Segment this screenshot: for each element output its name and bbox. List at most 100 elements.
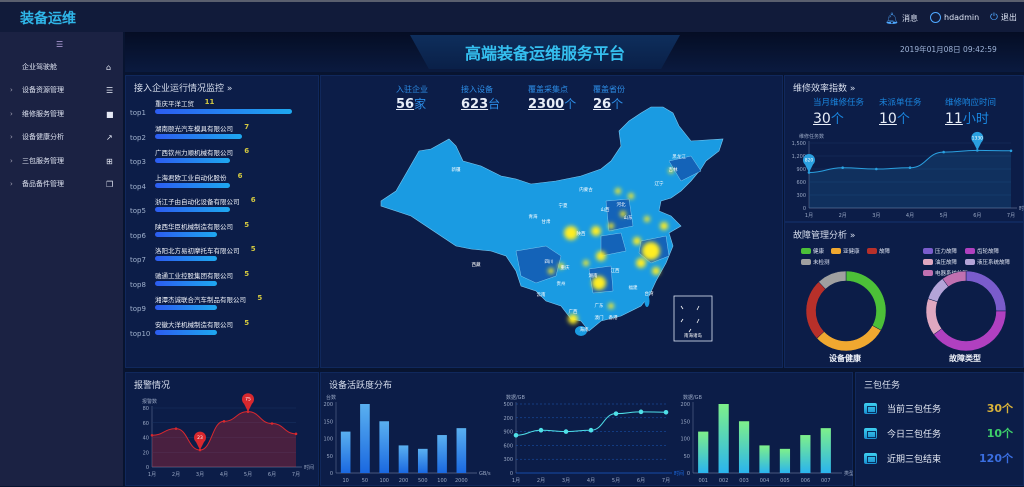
x-tick-label: 200 bbox=[399, 478, 409, 484]
map-region-label: 内蒙古 bbox=[579, 186, 593, 193]
x-tick-label: 3月 bbox=[196, 472, 204, 478]
sidebar-item[interactable]: › 设备资源管理 ☰ bbox=[0, 80, 123, 100]
map-region-label: 四川 bbox=[545, 259, 554, 265]
sidebar-item[interactable]: › 设备健康分析 ↗ bbox=[0, 127, 123, 147]
sidebar-item[interactable]: › 备品备件管理 ❐ bbox=[0, 174, 123, 194]
legend-item[interactable]: 齿轮故障 bbox=[965, 247, 999, 255]
x-tick-label: 005 bbox=[780, 478, 790, 484]
data-point bbox=[270, 422, 274, 425]
legend-item[interactable]: 压力故障 bbox=[923, 247, 957, 255]
repair-title[interactable]: 维修效率指数 » bbox=[793, 84, 856, 94]
username: hdadmin bbox=[944, 13, 980, 22]
legend-item[interactable]: 健康 bbox=[801, 247, 824, 255]
x-tick-label: 1月 bbox=[512, 478, 520, 484]
legend-item[interactable]: 亚健康 bbox=[831, 247, 860, 255]
stat-item: 覆盖省份 26个 bbox=[593, 84, 625, 112]
y-tick-label: 900 bbox=[796, 167, 806, 173]
warranty-item[interactable]: 今日三包任务 10个 bbox=[864, 426, 1024, 440]
x-tick-label: 001 bbox=[698, 478, 708, 484]
warranty-item[interactable]: 近期三包结束 120个 bbox=[864, 451, 1024, 465]
chevron-right-icon: › bbox=[10, 86, 13, 94]
ranking-bar bbox=[155, 109, 292, 114]
x-tick-label: 2月 bbox=[839, 213, 847, 219]
datetime: 2019年01月08日 09:42:59 bbox=[900, 45, 997, 54]
grid-icon: ⊞ bbox=[106, 156, 113, 166]
company-name: 广西钦州力顺机械有限公司 bbox=[155, 149, 233, 157]
map-hotspot bbox=[644, 216, 650, 222]
messages-button[interactable]: 🔔︎ 消息 bbox=[885, 12, 918, 25]
south-sea-island bbox=[688, 328, 692, 333]
data-point bbox=[638, 409, 644, 415]
repair-stat-value: 10 bbox=[879, 111, 897, 127]
rank-label: top2 bbox=[130, 133, 146, 142]
map-province bbox=[605, 198, 634, 232]
fault-panel: 故障管理分析 » 健康亚健康故障未检测压力故障齿轮故障油压故障液压系统故障电器系… bbox=[784, 222, 1024, 368]
map-region-label: 香港 bbox=[609, 314, 618, 321]
legend-swatch bbox=[801, 259, 811, 265]
donut-slice bbox=[845, 270, 887, 331]
x-tick-label: 4月 bbox=[906, 213, 914, 219]
data-point bbox=[976, 149, 979, 152]
company-value: 7 bbox=[244, 122, 250, 131]
ranking-bar bbox=[155, 329, 218, 335]
legend-item[interactable]: 液压系统故障 bbox=[965, 258, 1010, 266]
copy-icon: ❐ bbox=[106, 179, 114, 189]
map-province bbox=[600, 232, 627, 257]
logout-button[interactable]: ⏻ 退出 bbox=[990, 12, 1017, 23]
repair-stat-unit: 小时 bbox=[962, 112, 989, 127]
bar bbox=[759, 445, 770, 473]
menu-toggle-icon[interactable]: ☰ bbox=[56, 40, 64, 49]
marker-pin bbox=[803, 153, 815, 173]
marker-pin bbox=[194, 431, 206, 451]
activity-panel: 设备活跃度分布 0 50 100 150 200 10 50 100 200 500 100 2000… bbox=[320, 372, 853, 486]
legend-swatch bbox=[831, 248, 841, 254]
fault-title[interactable]: 故障管理分析 » bbox=[793, 231, 856, 241]
ranking-title[interactable]: 接入企业运行情况监控 » bbox=[134, 84, 233, 94]
top-bar: 装备运维 🔔︎ 消息 hdadmin ⏻ 退出 bbox=[0, 0, 1024, 32]
stat-label: 接入设备 bbox=[461, 85, 493, 94]
map-region-label: 青海 bbox=[529, 213, 538, 220]
map-hotspot bbox=[652, 267, 660, 275]
data-point bbox=[294, 432, 298, 436]
x-tick-label: 004 bbox=[760, 478, 770, 484]
y-tick-label: 200 bbox=[323, 402, 333, 408]
y-axis-label: 报警数 bbox=[142, 398, 157, 405]
x-tick-label: 100 bbox=[437, 478, 447, 484]
map-hotspot bbox=[548, 268, 554, 274]
legend-item[interactable]: 未检测 bbox=[801, 258, 830, 266]
chevron-right-icon: › bbox=[10, 110, 13, 118]
warranty-item[interactable]: 当前三包任务 30个 bbox=[864, 401, 1024, 415]
app-title: 装备运维 bbox=[20, 11, 76, 27]
legend-item[interactable]: 故障 bbox=[867, 247, 890, 255]
legend-label: 液压系统故障 bbox=[977, 260, 1011, 266]
legend-item[interactable]: 油压故障 bbox=[923, 258, 957, 266]
data-point bbox=[807, 171, 811, 174]
sidebar-item[interactable]: › 维修服务管理 ■ bbox=[0, 104, 123, 124]
map-hotspot bbox=[608, 303, 614, 309]
user-menu[interactable]: hdadmin bbox=[930, 12, 979, 23]
map-region-label: 江西 bbox=[611, 267, 620, 274]
ranking-bar bbox=[155, 182, 230, 188]
ranking-row: top1 重庆平洋工贸 11 bbox=[126, 98, 319, 124]
x-tick-label: 6月 bbox=[268, 472, 276, 478]
warranty-value: 30个 bbox=[986, 402, 1013, 415]
ranking-row: top7 洛阳北方易初摩托车有限公司 5 bbox=[126, 245, 319, 271]
company-value: 11 bbox=[204, 98, 215, 106]
y-tick-label: 500 bbox=[503, 402, 513, 408]
rank-label: top5 bbox=[130, 207, 146, 215]
sidebar-item[interactable]: › 三包服务管理 ⊞ bbox=[0, 151, 123, 171]
company-value: 5 bbox=[244, 220, 250, 229]
sidebar-item-label: 设备资源管理 bbox=[22, 86, 64, 94]
x-tick-label: 5月 bbox=[244, 472, 252, 478]
warranty-panel: 三包任务 当前三包任务 30个 今日三包任务 10个 近期三包结束 120个 bbox=[855, 372, 1024, 486]
map-region-label: 河北 bbox=[617, 201, 626, 208]
sidebar-item[interactable]: 企业驾驶舱 ⌂ bbox=[0, 57, 123, 77]
x-tick-label: 50 bbox=[362, 478, 368, 484]
legend-label: 压力故障 bbox=[935, 249, 958, 255]
activity-bar-chart: 0 50 100 150 200 10 50 100 200 500 100 2000 台数 GB/s bbox=[323, 394, 491, 484]
map-region-label: 澳门 bbox=[595, 314, 604, 321]
map-region-label: 海南 bbox=[580, 326, 589, 333]
company-name: 陕西华臣机械制造有限公司 bbox=[155, 222, 233, 231]
